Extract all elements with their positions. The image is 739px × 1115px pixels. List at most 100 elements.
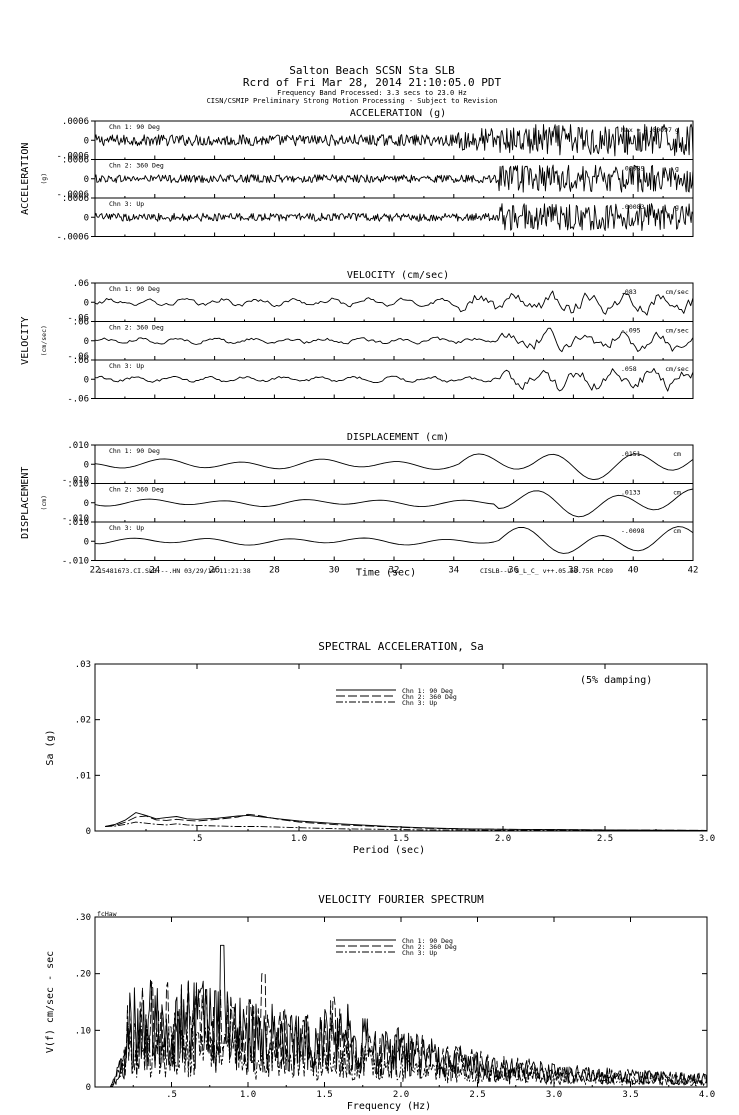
y-tick-label: -.0006 (56, 233, 89, 243)
peak-unit: g (675, 165, 679, 173)
x-tick-label: .5 (166, 1090, 177, 1100)
x-tick-label: 26 (209, 566, 220, 576)
x-tick-label: 36 (508, 566, 519, 576)
panel-2: VELOCITY (cm/sec) VELOCITY (cm/sec) .06 0 -.0… (20, 270, 694, 405)
y-tick-label: 0 (84, 136, 89, 146)
y-tick-label: 0 (84, 375, 89, 385)
channel-trace (94, 453, 694, 481)
y-tick-label: 0 (84, 337, 89, 347)
channel-name: Chn 1: 90 Deg (109, 285, 160, 293)
x-tick-label: 2.0 (495, 834, 511, 844)
frequency-band: Frequency Band Processed: 3.3 secs to 23… (277, 89, 467, 97)
panel-1: ACCELERATION (g) ACCELERATION (g) .0006 0 -.0… (20, 108, 694, 243)
y-axis-label: Sa (g) (45, 729, 56, 765)
peak-unit: g (675, 203, 679, 211)
x-tick-label: 4.0 (699, 1090, 715, 1100)
y-tick-label: 0 (86, 827, 91, 837)
x-tick-label: 34 (448, 566, 459, 576)
y-tick-label: .0006 (62, 117, 89, 127)
x-tick-label: .5 (192, 834, 203, 844)
y-tick-label: 0 (84, 537, 89, 547)
y-tick-label: 0 (84, 175, 89, 185)
peak-unit: cm (673, 450, 681, 458)
legend-label: Chn 2: 360 Deg (402, 693, 457, 701)
channel-name: Chn 2: 360 Deg (109, 324, 164, 332)
chart-title: VELOCITY FOURIER SPECTRUM (318, 893, 484, 906)
fourier-spectrum-chart: VELOCITY FOURIER SPECTRUM 0 .10 .20 .30 .5 1.0… (45, 893, 715, 1112)
x-tick-label: 1.0 (240, 1090, 256, 1100)
plot-frame (94, 663, 708, 832)
peak-value: .0151 (621, 450, 641, 458)
y-tick-label: 0 (84, 499, 89, 509)
footer-processing-id: CISLB--U S_L_C_ v++.05.63.75R PC89 (480, 567, 613, 575)
sa-series-line (105, 813, 708, 831)
channel-trace (94, 290, 694, 316)
peak-unit: cm (673, 527, 681, 535)
channel-trace (94, 164, 694, 193)
x-tick-label: 1.0 (291, 834, 307, 844)
legend-label: Chn 2: 360 Deg (402, 943, 457, 951)
y-axis-label: DISPLACEMENT (20, 467, 31, 539)
y-axis-unit: (g) (40, 173, 48, 185)
peak-value: -.0098 (621, 527, 645, 535)
y-axis-label: ACCELERATION (20, 143, 31, 215)
peak-unit: cm/sec (665, 365, 689, 373)
y-tick-label: .0006 (62, 194, 89, 204)
panel-title: ACCELERATION (g) (350, 108, 446, 119)
footer-record-id: 15481673.CI.SLB.--.HN 03/29/14 11:21:38 (98, 567, 251, 575)
x-tick-label: 22 (90, 566, 101, 576)
legend-label: Chn 1: 90 Deg (402, 687, 453, 695)
channel-trace (94, 488, 694, 518)
channel-name: Chn 2: 360 Deg (109, 486, 164, 494)
damping-note: (5% damping) (580, 675, 652, 686)
channel-name: Chn 3: Up (109, 524, 144, 532)
peak-unit: cm/sec (665, 327, 689, 335)
panel-title: VELOCITY (cm/sec) (347, 270, 449, 281)
legend-label: Chn 3: Up (402, 949, 437, 957)
channel-trace (94, 327, 694, 353)
y-tick-label: -.0006 (56, 190, 89, 200)
y-tick-label: -.010 (62, 557, 89, 567)
fourier-series-line (109, 973, 708, 1088)
y-tick-label: .0006 (62, 156, 89, 166)
x-axis-label: Time (sec) (356, 568, 416, 579)
y-tick-label: -.06 (67, 395, 89, 405)
y-axis-unit: (cm) (40, 495, 48, 511)
panel-title: DISPLACEMENT (cm) (347, 432, 449, 443)
legend-label: Chn 1: 90 Deg (402, 937, 453, 945)
x-tick-label: 42 (688, 566, 699, 576)
y-tick-label: .30 (75, 913, 91, 923)
y-tick-label: .010 (67, 441, 89, 451)
x-axis-label: Frequency (Hz) (347, 1101, 431, 1112)
x-tick-label: 28 (269, 566, 280, 576)
channel-name: Chn 1: 90 Deg (109, 123, 160, 131)
channel-trace (94, 203, 694, 231)
station-title: Salton Beach SCSN Sta SLB (289, 64, 455, 77)
y-tick-label: .06 (73, 279, 89, 289)
y-tick-label: .01 (75, 771, 91, 781)
channel-name: Chn 1: 90 Deg (109, 447, 160, 455)
x-tick-label: 40 (628, 566, 639, 576)
x-tick-label: 38 (568, 566, 579, 576)
fourier-series-line (109, 944, 708, 1088)
peak-value: .0133 (621, 489, 641, 497)
x-tick-label: 2.5 (597, 834, 613, 844)
y-tick-label: .03 (75, 660, 91, 670)
y-tick-label: -.06 (67, 314, 89, 324)
x-tick-label: 1.5 (316, 1090, 332, 1100)
x-tick-label: 24 (149, 566, 160, 576)
y-tick-label: .06 (73, 356, 89, 366)
corner-label: fcHaw (97, 910, 117, 918)
y-tick-label: 0 (84, 460, 89, 470)
peak-value: .00083 (621, 203, 645, 211)
y-tick-label: 0 (86, 1083, 91, 1093)
x-tick-label: 3.0 (546, 1090, 562, 1100)
channel-frame (94, 444, 694, 484)
channel-trace (94, 123, 694, 157)
y-tick-label: -.010 (62, 476, 89, 486)
y-tick-label: .10 (75, 1026, 91, 1036)
y-tick-label: .06 (73, 318, 89, 328)
fourier-series-line (110, 1007, 708, 1088)
chart-title: SPECTRAL ACCELERATION, Sa (318, 640, 484, 653)
